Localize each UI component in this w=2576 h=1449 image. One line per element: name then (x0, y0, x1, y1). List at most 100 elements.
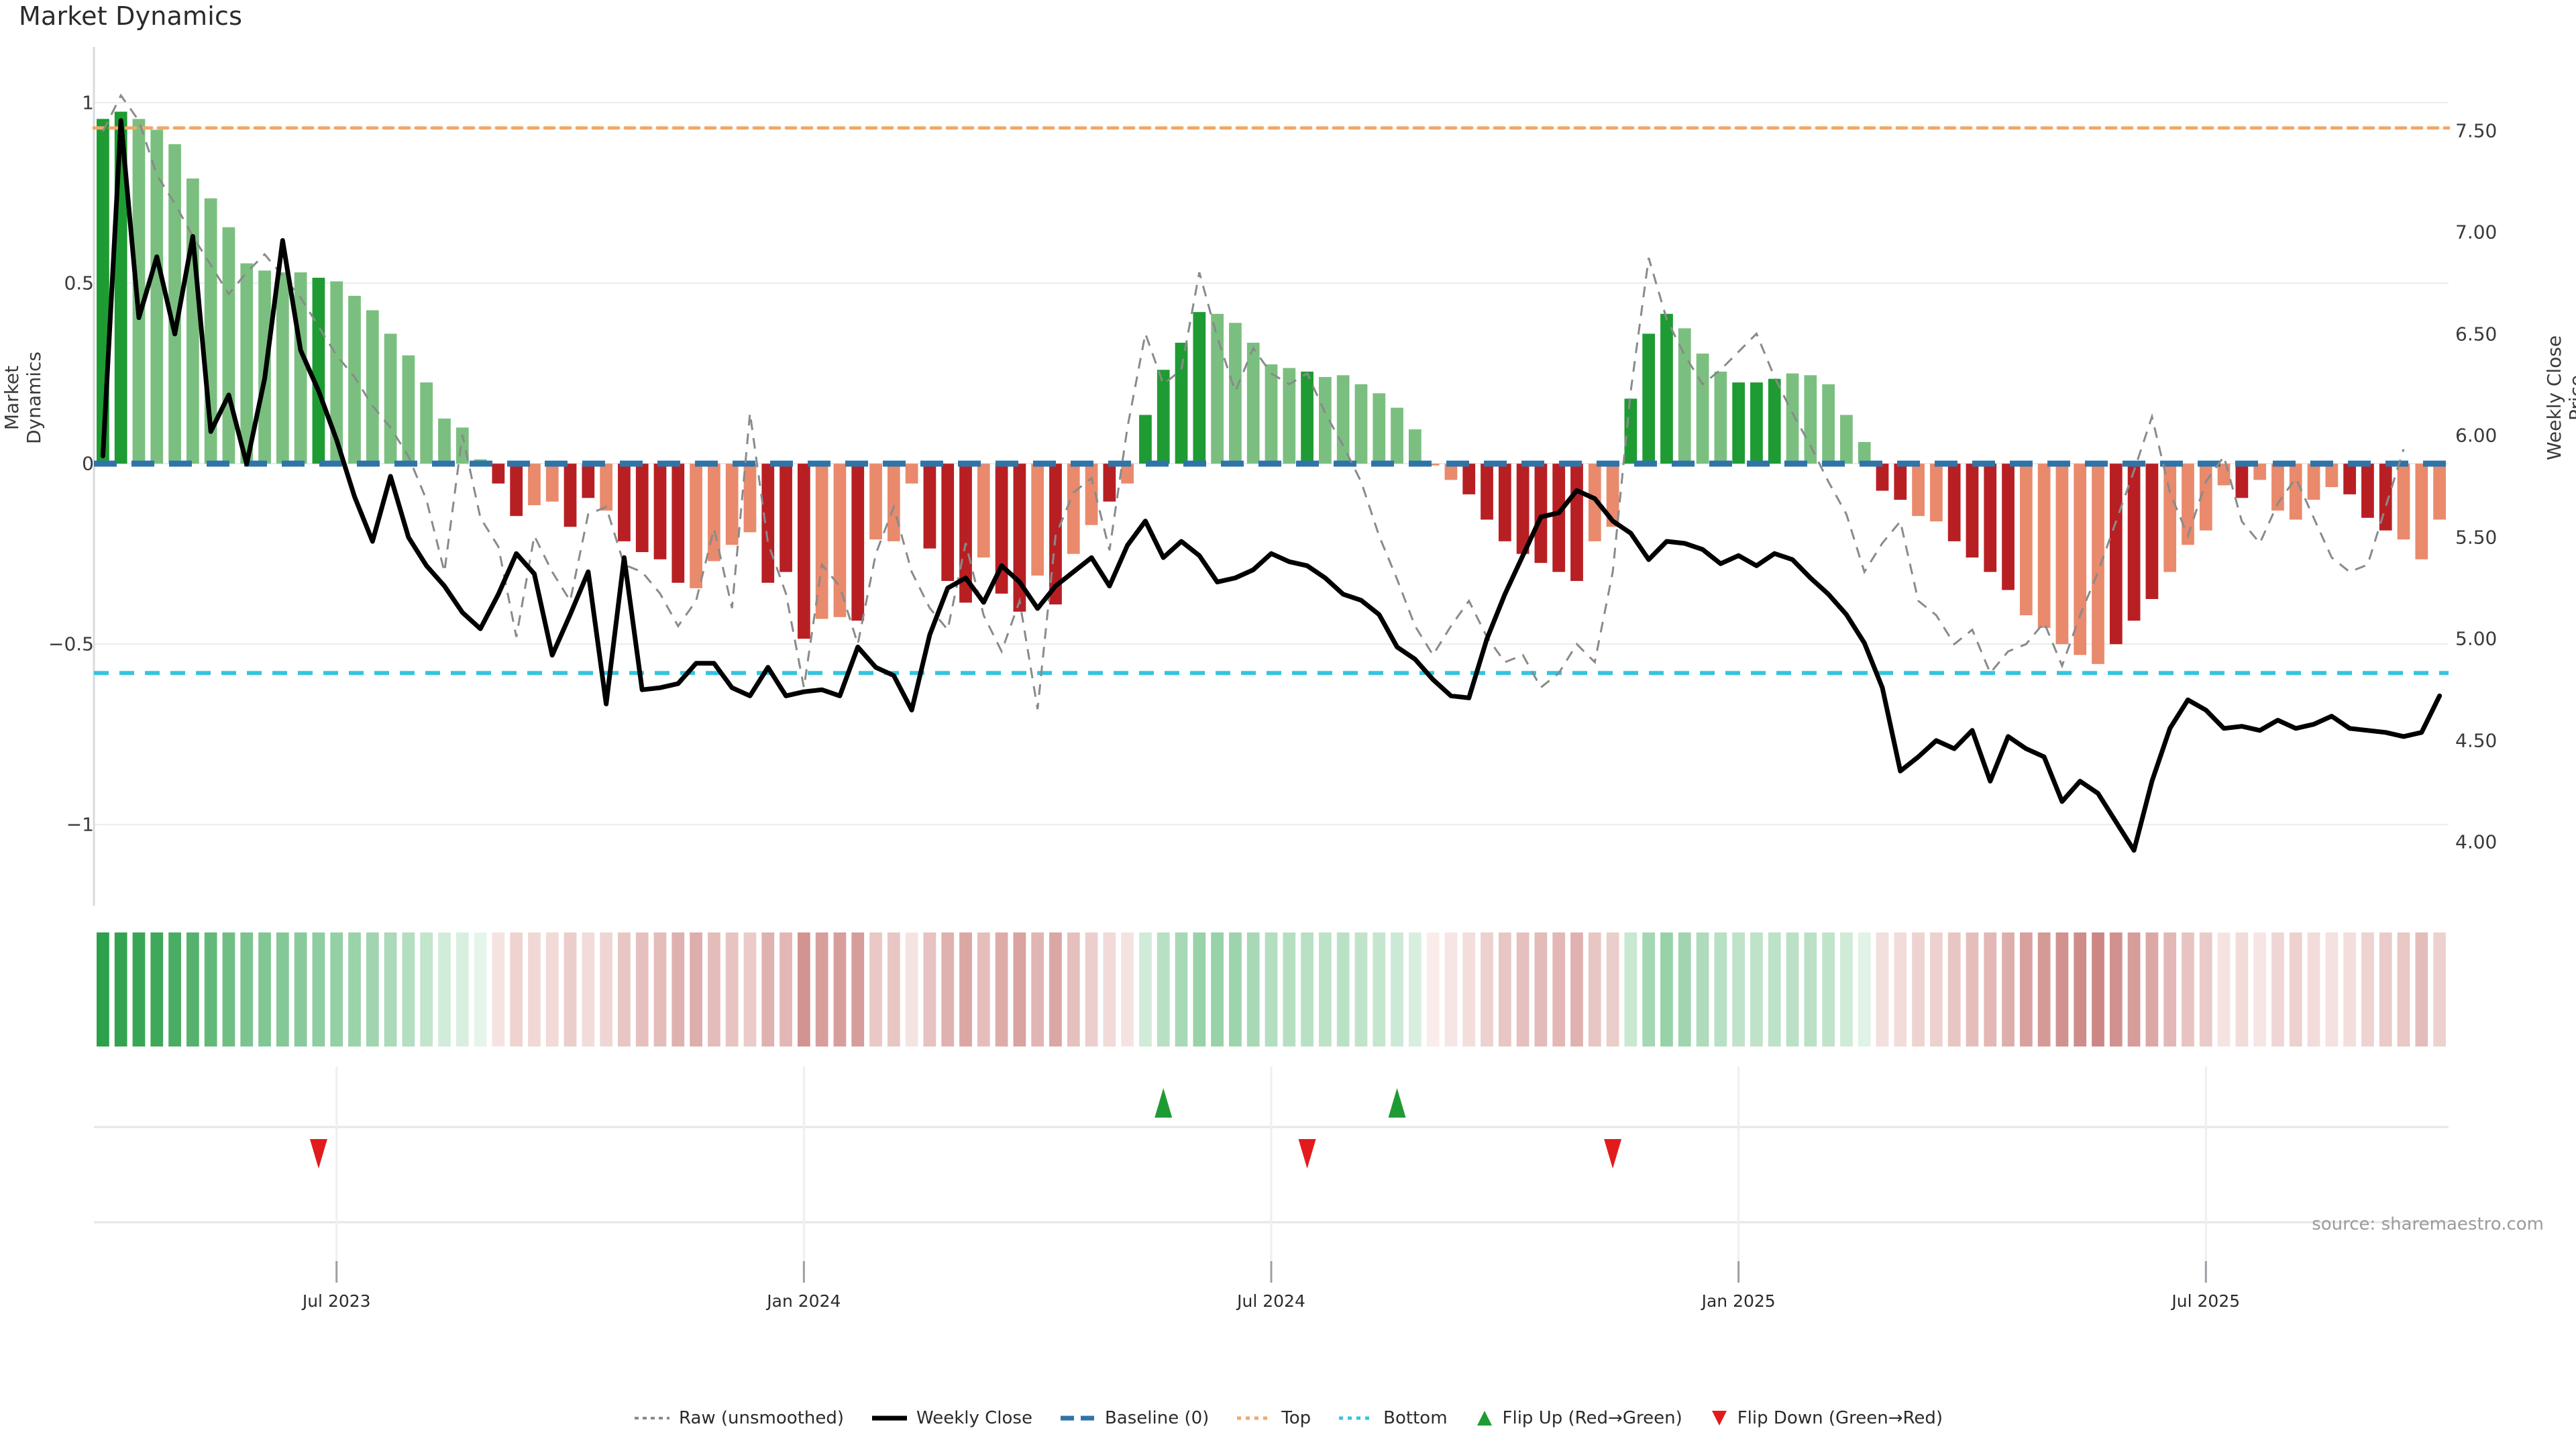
heatmap-cell (2037, 932, 2051, 1046)
heatmap-cell (330, 932, 343, 1046)
heatmap-cell (474, 932, 487, 1046)
legend-item[interactable]: Weekly Close (871, 1409, 1032, 1428)
dynamics-bar (348, 295, 361, 464)
dynamics-bar (1319, 377, 1332, 464)
dynamics-bar (635, 464, 649, 553)
heatmap-cell (743, 932, 757, 1046)
dynamics-bar (618, 464, 631, 541)
legend-item-label: Weekly Close (916, 1408, 1032, 1428)
dynamics-bar (2109, 464, 2123, 645)
top-line-swatch (1237, 1416, 1273, 1420)
heatmap-cell (240, 932, 254, 1046)
heatmap-cell (2433, 932, 2446, 1046)
dynamics-bar (2145, 464, 2159, 599)
dynamics-bar (1103, 464, 1116, 502)
heatmap-cell (1678, 932, 1691, 1046)
legend-item[interactable]: Raw (unsmoothed) (633, 1409, 844, 1428)
heatmap-cell (276, 932, 289, 1046)
heatmap-cell (492, 932, 505, 1046)
dynamics-bar (653, 464, 667, 559)
dynamics-bar (2343, 464, 2357, 494)
dynamics-bar (2199, 464, 2212, 531)
flip-down-marker (309, 1139, 327, 1169)
heatmap-cell (923, 932, 936, 1046)
dynamics-bar (1966, 464, 1979, 558)
flip-down-swatch (1711, 1411, 1727, 1426)
heatmap-cell (1373, 932, 1386, 1046)
heatmap-cell (1822, 932, 1835, 1046)
page-title: Market Dynamics (19, 1, 243, 31)
heatmap-cell (1283, 932, 1296, 1046)
dynamics-bar (312, 278, 325, 464)
heatmap-cell (294, 932, 307, 1046)
legend-item[interactable]: Bottom (1338, 1408, 1448, 1428)
heatmap-cell (851, 932, 865, 1046)
dynamics-bar (1588, 464, 1601, 541)
bottom-line-swatch (1339, 1416, 1375, 1420)
dynamics-bar (1085, 464, 1098, 525)
heatmap-cell (1786, 932, 1799, 1046)
dynamics-bar (2415, 464, 2428, 559)
heatmap-cell (1175, 932, 1188, 1046)
dynamics-bar (2307, 464, 2320, 500)
heatmap-cell (1894, 932, 1907, 1046)
heatmap-cell (2182, 932, 2194, 1046)
heatmap-cell (420, 932, 433, 1046)
heatmap-cell (222, 932, 235, 1046)
legend-item[interactable]: Flip Down (Green→Red) (1709, 1409, 1943, 1428)
legend-item[interactable]: Flip Up (Red→Green) (1474, 1409, 1682, 1428)
heatmap-cell (708, 932, 720, 1046)
heatmap-cell (2199, 932, 2212, 1046)
heatmap-cell (1516, 932, 1529, 1046)
dynamics-bar (330, 281, 343, 464)
heatmap-cell (1481, 932, 1493, 1046)
heatmap-cell (1121, 932, 1134, 1046)
dynamics-bar (1929, 464, 1943, 522)
heatmap-cell (1929, 932, 1943, 1046)
y-tick-right: 6.50 (2455, 323, 2498, 345)
heatmap-cell (1947, 932, 1961, 1046)
weekly-close-line (100, 118, 2443, 853)
heatmap-cell (2253, 932, 2267, 1046)
legend-item[interactable]: Top (1236, 1409, 1311, 1428)
dynamics-bar (1175, 342, 1188, 464)
dynamics-bar (1013, 464, 1026, 612)
dynamics-bar (1229, 323, 1242, 464)
legend-item-label: Flip Down (Green→Red) (1737, 1408, 1943, 1428)
dynamics-bar (1408, 429, 1421, 464)
flip-down-marker (1604, 1139, 1622, 1169)
dynamics-bar (1876, 464, 1889, 491)
dynamics-bar (1462, 464, 1476, 494)
heatmap-cell (1301, 932, 1313, 1046)
dynamics-bar (1498, 464, 1511, 541)
legend-item-label: Bottom (1383, 1408, 1448, 1428)
heatmap-cell (2307, 932, 2320, 1046)
heatmap-cell (168, 932, 181, 1046)
dynamics-bar (438, 418, 451, 464)
dynamics-bar (2037, 464, 2051, 629)
heatmap-cell (2289, 932, 2302, 1046)
heatmap-cell (2415, 932, 2428, 1046)
heatmap-cell (635, 932, 649, 1046)
dynamics-bar (1157, 370, 1170, 464)
heatmap-cell (2145, 932, 2159, 1046)
heatmap-cell (2163, 932, 2177, 1046)
heatmap-cell (1444, 932, 1458, 1046)
heatmap-cell (312, 932, 325, 1046)
heatmap-cell (1013, 932, 1026, 1046)
dynamics-bar (1552, 464, 1566, 572)
dynamics-bar (2325, 464, 2339, 488)
weekly-close-swatch (872, 1415, 908, 1421)
dynamics-bar (1840, 415, 1853, 464)
legend-item[interactable]: Baseline (0) (1059, 1409, 1209, 1428)
heatmap-cell (564, 932, 577, 1046)
heatmap-cell (2109, 932, 2123, 1046)
dynamics-bar (420, 382, 433, 464)
y-tick-right: 7.00 (2455, 221, 2498, 244)
dynamics-bar (1265, 364, 1278, 464)
heatmap-cell (761, 932, 775, 1046)
dynamics-bar (780, 464, 792, 572)
y-tick-left: −0.5 (48, 633, 94, 655)
heatmap-cell (1211, 932, 1224, 1046)
